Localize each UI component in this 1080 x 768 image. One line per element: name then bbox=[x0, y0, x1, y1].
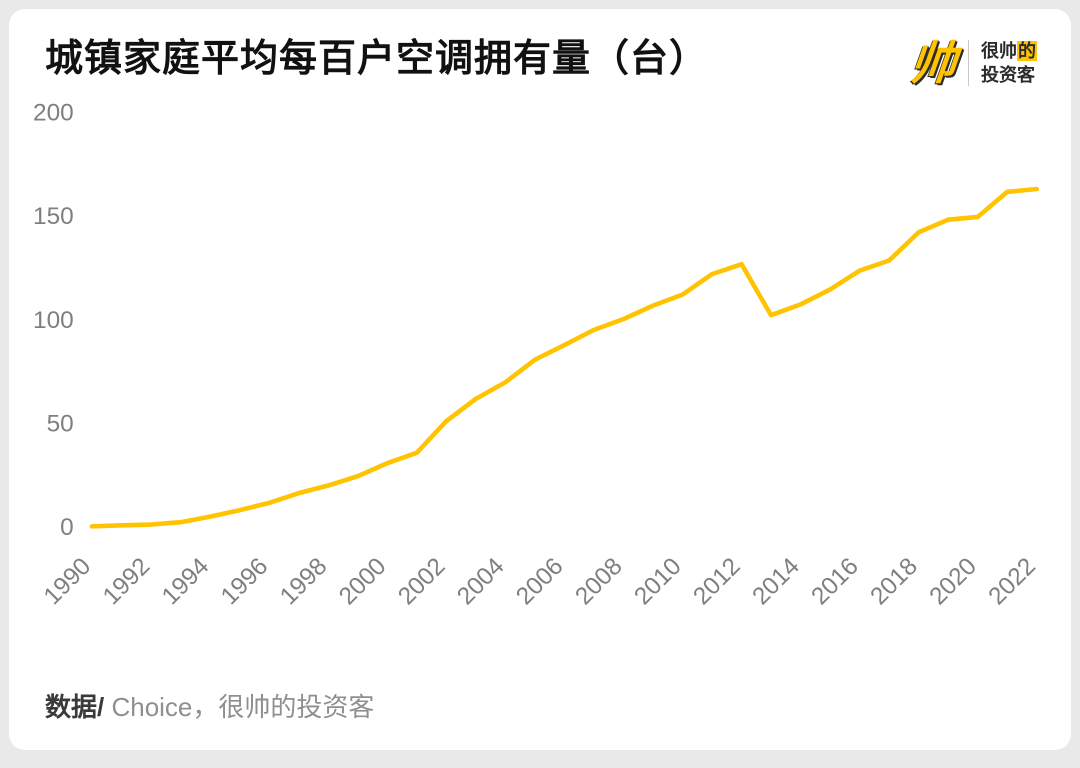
line-chart: 0 50 100 150 200 1990 1992 1994 1996 1998 2000 2002… bbox=[33, 99, 1041, 610]
x-tick-label: 2012 bbox=[688, 552, 745, 609]
x-tick-label: 1990 bbox=[39, 552, 96, 609]
x-tick-label: 1998 bbox=[275, 552, 332, 609]
y-tick-label: 150 bbox=[33, 203, 74, 230]
x-tick-label: 2006 bbox=[511, 552, 568, 609]
brand-name-part1: 很帅 bbox=[981, 41, 1017, 61]
data-line bbox=[89, 186, 1040, 529]
x-tick-label: 2010 bbox=[629, 552, 686, 609]
x-tick-label: 2000 bbox=[334, 552, 391, 609]
y-tick-label: 200 bbox=[33, 99, 74, 126]
brand-name-highlight: 的 bbox=[1017, 41, 1037, 61]
page-title: 城镇家庭平均每百户空调拥有量（台） bbox=[45, 38, 709, 80]
x-tick-label: 2020 bbox=[925, 552, 982, 609]
y-tick-label: 100 bbox=[33, 306, 74, 333]
x-tick-label: 1996 bbox=[216, 552, 273, 609]
x-tick-label: 2002 bbox=[393, 552, 450, 609]
x-tick-label: 2014 bbox=[747, 552, 804, 609]
brand-name: 很帅的 投资客 bbox=[981, 39, 1037, 88]
source-text: Choice，很帅的投资客 bbox=[104, 692, 375, 722]
x-tick-label: 1994 bbox=[157, 552, 214, 609]
x-tick-label: 2018 bbox=[865, 552, 922, 609]
chart-area: 0 50 100 150 200 1990 1992 1994 1996 1998 2000 2002… bbox=[9, 88, 1071, 646]
y-tick-label: 50 bbox=[47, 410, 74, 437]
brand-name-line2: 投资客 bbox=[981, 65, 1035, 86]
brand-block: 帅 很帅的 投资客 bbox=[907, 37, 1037, 90]
brand-logo-icon: 帅 bbox=[907, 37, 959, 90]
y-tick-label: 0 bbox=[60, 514, 74, 541]
x-tick-label: 1992 bbox=[98, 552, 155, 609]
source-note: 数据/ Choice，很帅的投资客 bbox=[45, 687, 374, 724]
brand-divider bbox=[968, 40, 969, 87]
chart-card: 城镇家庭平均每百户空调拥有量（台） 帅 很帅的 投资客 0 50 100 150 200… bbox=[9, 9, 1071, 750]
x-tick-label: 2022 bbox=[984, 552, 1041, 609]
source-prefix: 数据/ bbox=[45, 692, 105, 722]
x-tick-label: 2016 bbox=[806, 552, 863, 609]
x-tick-label: 2004 bbox=[452, 552, 509, 609]
x-tick-label: 2008 bbox=[570, 552, 627, 609]
header: 城镇家庭平均每百户空调拥有量（台） 帅 很帅的 投资客 bbox=[9, 9, 1071, 90]
